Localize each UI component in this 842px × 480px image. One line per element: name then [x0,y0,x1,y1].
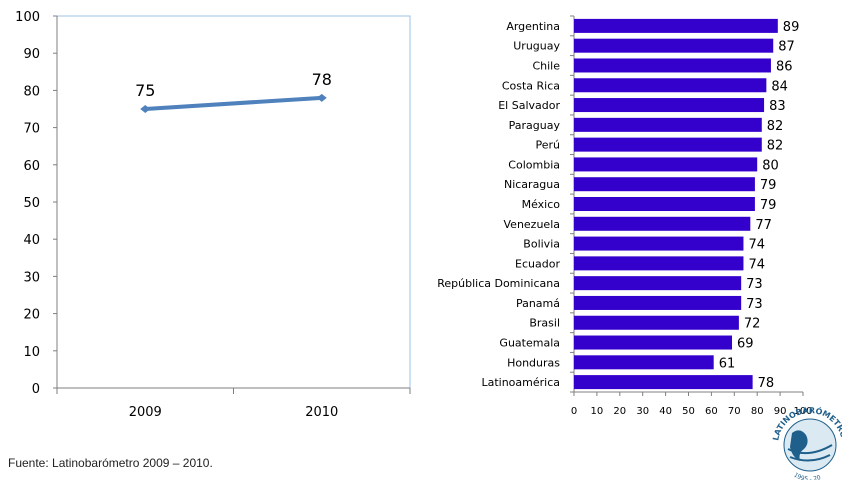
category-label: Venezuela [504,218,561,231]
y-tick-label: 70 [23,122,40,137]
x-tick-label: 0 [571,406,577,417]
category-label: República Dominicana [437,277,560,290]
value-label: 73 [746,297,763,312]
data-label: 75 [135,81,155,100]
category-label: Paraguay [509,119,561,132]
bar [574,177,755,192]
x-tick-label: 30 [636,406,649,417]
x-tick-label: 90 [774,406,787,417]
bar [574,38,774,53]
bar-chart: Argentina 89 Uruguay 87 Chile 86 Costa Rica 84 E… [437,15,813,417]
bar [574,236,744,251]
value-label: 79 [760,198,777,213]
y-tick-label: 0 [32,382,40,397]
y-tick-label: 30 [23,270,40,285]
value-label: 69 [737,337,754,352]
bar [574,216,751,231]
x-tick-label: 100 [793,406,812,417]
bar [574,256,744,271]
plot-area [56,15,411,389]
y-tick-label: 40 [23,233,40,248]
x-tick-label: 20 [613,406,626,417]
category-label: Nicaragua [504,178,560,191]
category-label: Honduras [507,356,560,369]
y-tick-label: 20 [23,308,40,323]
bar [574,295,742,310]
category-label: Ecuador [515,257,560,270]
y-tick-label: 60 [23,159,40,174]
line-chart: 0 10 20 30 40 50 60 70 80 90 100 2009 2010 75 78 [15,10,411,420]
value-label: 84 [771,79,788,94]
category-label: Brasil [529,317,560,330]
category-label: Argentina [506,20,560,33]
value-label: 78 [758,376,775,391]
bar [574,276,742,291]
value-label: 74 [748,257,765,272]
value-label: 80 [762,158,779,173]
y-tick-label: 100 [15,10,40,25]
category-label: El Salvador [498,99,560,112]
x-tick-label: 70 [728,406,741,417]
value-label: 61 [719,356,736,371]
bar [574,78,767,93]
y-tick-label: 80 [23,84,40,99]
bar [574,58,771,73]
value-label: 79 [760,178,777,193]
category-label: Latinoamérica [481,376,560,389]
category-label: Uruguay [513,40,560,53]
category-label: Perú [535,139,560,152]
data-label: 78 [312,70,332,89]
value-label: 82 [767,139,784,154]
bar [574,98,765,113]
x-tick-label: 10 [591,406,604,417]
logo-years: 1995 - 20 [792,471,821,480]
series-line [143,95,324,111]
y-tick-label: 10 [23,345,40,360]
value-label: 86 [776,59,793,74]
source-note: Fuente: Latinobarómetro 2009 – 2010. [8,456,213,470]
bar [574,315,739,330]
value-label: 72 [744,317,761,332]
y-tick-label: 50 [23,196,40,211]
value-label: 73 [746,277,763,292]
bar [574,18,778,33]
logo-swoosh-2 [789,454,831,462]
data-point [316,93,327,102]
bar [574,355,714,370]
category-label: Colombia [508,158,560,171]
data-point [140,105,151,113]
y-tick-label: 90 [23,47,40,62]
x-tick-label: 80 [751,406,764,417]
value-label: 89 [783,20,800,35]
bar [574,197,755,211]
category-label: México [522,198,561,211]
bar [574,137,762,152]
value-label: 74 [748,238,765,253]
bar [574,375,753,390]
value-label: 82 [767,119,784,134]
category-label: Bolivia [523,238,560,251]
category-label: Chile [532,59,560,72]
x-tick-label: 40 [659,406,672,417]
x-tick-label: 50 [682,406,695,417]
value-label: 77 [755,218,772,233]
value-label: 87 [778,40,795,55]
category-label: Costa Rica [502,79,560,92]
bar [574,117,762,132]
bar [574,157,758,172]
category-label: Guatemala [499,337,560,350]
bar [574,335,733,350]
category-label: Panamá [516,297,560,310]
logo-continent [790,430,808,461]
x-tick-label: 2010 [305,405,338,420]
x-tick-label: 60 [705,406,718,417]
value-label: 83 [769,99,786,114]
logo-swoosh [787,444,833,455]
x-tick-label: 2009 [129,405,162,420]
